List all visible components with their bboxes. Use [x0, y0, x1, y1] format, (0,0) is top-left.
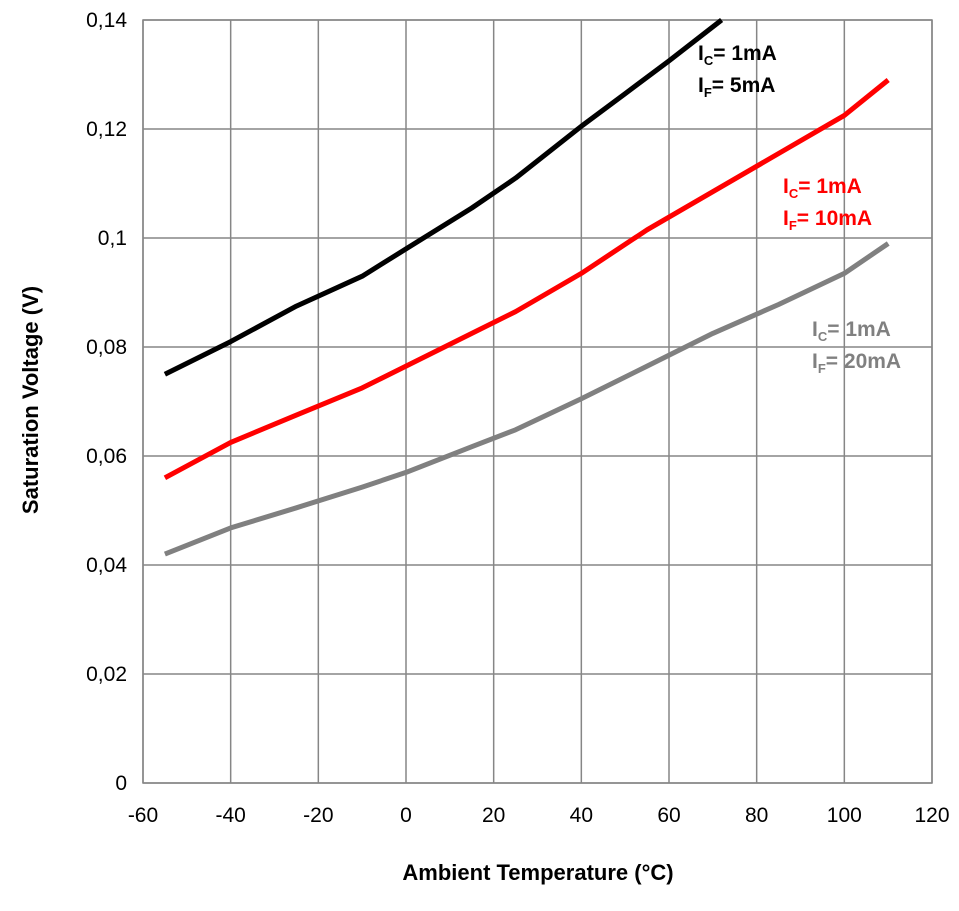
- label-subscript: F: [818, 361, 826, 376]
- series-line-if-5ma: [163, 18, 724, 377]
- x-tick-label: -60: [128, 804, 158, 827]
- label-subscript: C: [818, 329, 828, 344]
- y-tick-label: 0,02: [86, 663, 127, 686]
- label-main: I: [812, 318, 818, 341]
- series-label-line: IF= 10mA: [783, 207, 872, 233]
- y-tick-label: 0,06: [86, 445, 127, 468]
- x-tick-label: 120: [914, 804, 949, 827]
- y-tick-label: 0,1: [98, 227, 127, 250]
- label-subscript: C: [704, 53, 714, 68]
- x-tick-label: 40: [570, 804, 593, 827]
- y-tick-label: 0,04: [86, 554, 127, 577]
- x-tick-label: -40: [215, 804, 245, 827]
- x-tick-label: 20: [482, 804, 505, 827]
- label-subscript: F: [704, 85, 712, 100]
- series-label-line: IC= 1mA: [783, 175, 862, 201]
- label-value: = 5mA: [712, 74, 776, 97]
- y-axis-title: Saturation Voltage (V): [18, 286, 43, 514]
- x-tick-label: 80: [745, 804, 768, 827]
- label-main: I: [698, 42, 704, 65]
- series-label-line: IC= 1mA: [698, 42, 777, 68]
- series-label-line: IF= 20mA: [812, 350, 901, 376]
- label-value: = 1mA: [713, 42, 777, 65]
- series-line-if-10ma: [163, 78, 890, 481]
- label-value: = 20mA: [826, 350, 901, 373]
- gridlines: [142, 19, 933, 784]
- y-tick-labels: 0 0,02 0,04 0,06 0,08 0,1 0,12 0,14: [86, 9, 127, 795]
- x-axis-title: Ambient Temperature (°C): [402, 860, 673, 885]
- y-tick-label: 0,12: [86, 118, 127, 141]
- series-line-if-20ma: [163, 241, 890, 557]
- series-label-line: IC= 1mA: [812, 318, 891, 344]
- x-tick-label: 0: [400, 804, 412, 827]
- label-value: = 10mA: [797, 207, 872, 230]
- x-tick-label: 100: [827, 804, 862, 827]
- label-main: I: [783, 175, 789, 198]
- x-tick-labels: -60 -40 -20 0 20 40 60 80 100 120: [128, 804, 950, 827]
- x-tick-label: 60: [657, 804, 680, 827]
- y-tick-label: 0: [115, 772, 127, 795]
- series-lines: [163, 18, 890, 557]
- plot-border: [142, 19, 933, 784]
- label-main: I: [698, 74, 704, 97]
- y-tick-label: 0,08: [86, 336, 127, 359]
- label-subscript: F: [789, 218, 797, 233]
- y-tick-label: 0,14: [86, 9, 127, 32]
- x-tick-label: -20: [303, 804, 333, 827]
- label-value: = 1mA: [798, 175, 862, 198]
- label-main: I: [812, 350, 818, 373]
- label-value: = 1mA: [827, 318, 891, 341]
- label-main: I: [783, 207, 789, 230]
- series-label-line: IF= 5mA: [698, 74, 775, 100]
- label-subscript: C: [789, 186, 799, 201]
